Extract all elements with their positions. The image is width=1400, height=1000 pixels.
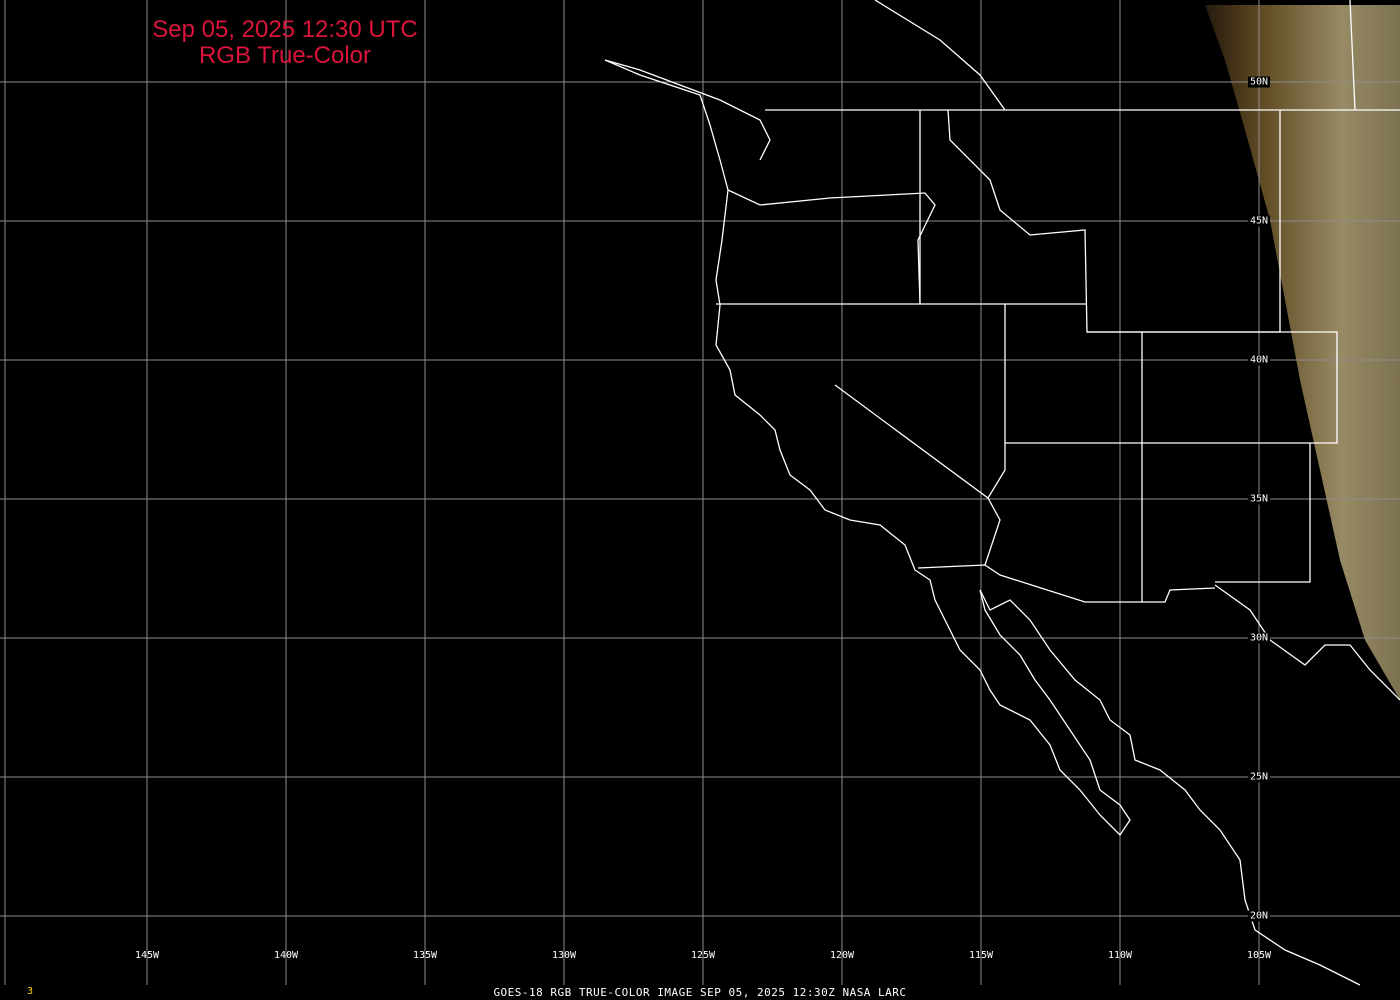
- title-product: RGB True-Color: [198, 42, 372, 69]
- title-date: Sep 05, 2025 12:30 UTC: [152, 16, 418, 43]
- mainland-mexico-coast: [979, 589, 1361, 986]
- coastline: [604, 59, 1131, 837]
- vancouver-island: [604, 59, 771, 161]
- longitude-label: 120W: [829, 950, 855, 961]
- sunlit-region: [1205, 5, 1400, 700]
- longitude-label: 125W: [690, 950, 716, 961]
- latitude-label: 20N: [1248, 910, 1271, 922]
- footer-caption: GOES-18 RGB TRUE-COLOR IMAGE SEP 05, 202…: [493, 986, 907, 999]
- latitude-label: 50N: [1248, 76, 1271, 88]
- latitude-label: 45N: [1248, 215, 1271, 227]
- longitude-label: 135W: [412, 950, 438, 961]
- latitude-label: 25N: [1248, 771, 1271, 783]
- borders: [604, 0, 1400, 986]
- latitude-label: 30N: [1248, 632, 1271, 644]
- latitude-label: 35N: [1248, 493, 1271, 505]
- longitude-label: 105W: [1246, 950, 1272, 961]
- longitude-label: 110W: [1107, 950, 1133, 961]
- longitude-label: 145W: [134, 950, 160, 961]
- longitude-label: 130W: [551, 950, 577, 961]
- frame-number: 3: [27, 986, 34, 997]
- mt-border: [874, 0, 1006, 111]
- ca-nv-border: [834, 304, 1006, 499]
- wa-or-border: [727, 189, 936, 305]
- ca-az-border: [984, 497, 1001, 566]
- us-mexico-border: [917, 564, 1216, 603]
- ut-az-borders: [1005, 331, 1338, 602]
- latitude-label: 40N: [1248, 354, 1271, 366]
- longitude-label: 140W: [273, 950, 299, 961]
- canada-prov: [1349, 0, 1356, 111]
- gulf-coast: [1214, 584, 1400, 701]
- longitude-label: 115W: [968, 950, 994, 961]
